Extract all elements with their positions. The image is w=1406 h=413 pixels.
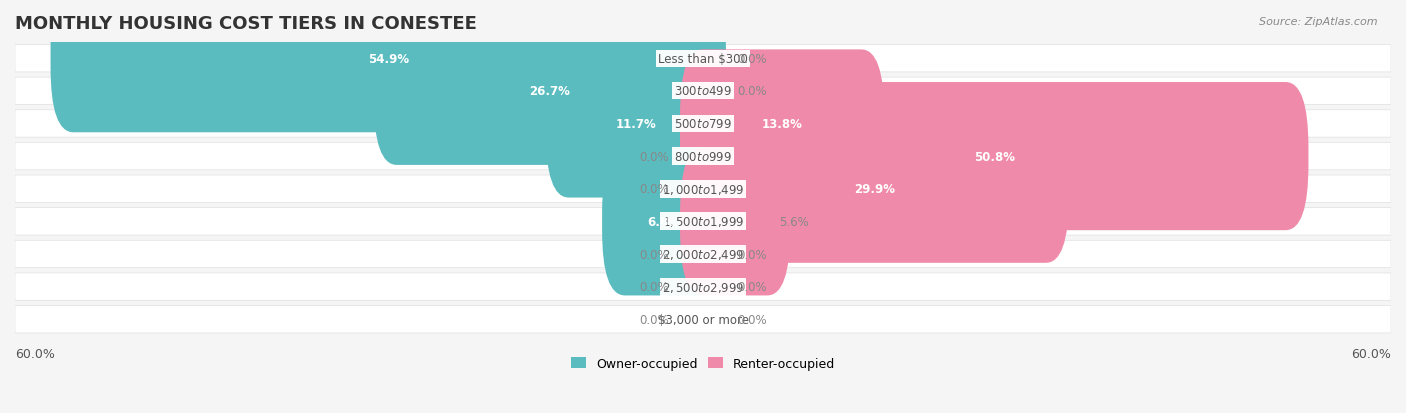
Text: 26.7%: 26.7% [530,85,571,98]
Text: 0.0%: 0.0% [638,313,669,326]
Text: $1,500 to $1,999: $1,500 to $1,999 [662,215,744,229]
FancyBboxPatch shape [681,115,1069,263]
Text: Less than $300: Less than $300 [658,52,748,66]
FancyBboxPatch shape [15,45,1391,73]
FancyBboxPatch shape [15,111,1391,138]
Text: 0.0%: 0.0% [638,248,669,261]
FancyBboxPatch shape [15,176,1391,203]
Text: 54.9%: 54.9% [368,52,409,66]
FancyBboxPatch shape [681,50,884,198]
FancyBboxPatch shape [681,83,1309,230]
Text: 0.0%: 0.0% [638,183,669,196]
FancyBboxPatch shape [602,148,725,296]
FancyBboxPatch shape [15,208,1391,235]
Legend: Owner-occupied, Renter-occupied: Owner-occupied, Renter-occupied [567,352,839,375]
FancyBboxPatch shape [15,143,1391,171]
Text: 60.0%: 60.0% [15,347,55,360]
Text: 0.0%: 0.0% [737,85,768,98]
FancyBboxPatch shape [15,273,1391,301]
Text: 5.6%: 5.6% [779,215,808,228]
FancyBboxPatch shape [15,306,1391,333]
Text: 29.9%: 29.9% [853,183,896,196]
Text: 11.7%: 11.7% [616,118,657,131]
FancyBboxPatch shape [51,0,725,133]
Text: $2,500 to $2,999: $2,500 to $2,999 [662,280,744,294]
Text: 0.0%: 0.0% [737,280,768,293]
FancyBboxPatch shape [15,78,1391,105]
Text: 0.0%: 0.0% [737,313,768,326]
Text: 50.8%: 50.8% [974,150,1015,163]
Text: 0.0%: 0.0% [737,248,768,261]
Text: $800 to $999: $800 to $999 [673,150,733,163]
Text: 60.0%: 60.0% [1351,347,1391,360]
FancyBboxPatch shape [681,148,790,296]
Text: 6.8%: 6.8% [648,215,681,228]
Text: $3,000 or more: $3,000 or more [658,313,748,326]
Text: 0.0%: 0.0% [737,52,768,66]
Text: $1,000 to $1,499: $1,000 to $1,499 [662,182,744,196]
FancyBboxPatch shape [546,50,725,198]
Text: $500 to $799: $500 to $799 [673,118,733,131]
FancyBboxPatch shape [374,18,725,166]
Text: $300 to $499: $300 to $499 [673,85,733,98]
Text: 0.0%: 0.0% [638,280,669,293]
Text: $2,000 to $2,499: $2,000 to $2,499 [662,247,744,261]
Text: Source: ZipAtlas.com: Source: ZipAtlas.com [1260,17,1378,26]
Text: 0.0%: 0.0% [638,150,669,163]
Text: MONTHLY HOUSING COST TIERS IN CONESTEE: MONTHLY HOUSING COST TIERS IN CONESTEE [15,15,477,33]
FancyBboxPatch shape [15,241,1391,268]
Text: 13.8%: 13.8% [762,118,803,131]
